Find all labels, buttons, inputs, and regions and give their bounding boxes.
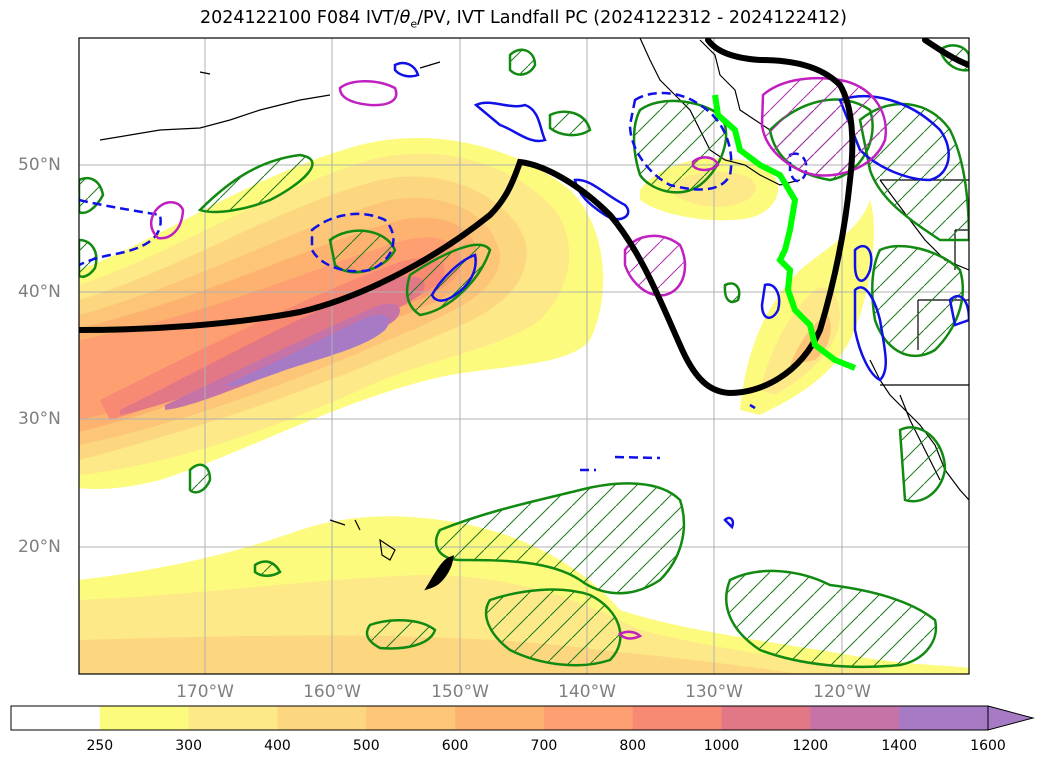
ivt-landfall-line — [712, 94, 857, 371]
lon-label-120w: 120°W — [813, 682, 871, 702]
lon-label-170w: 170°W — [176, 682, 234, 702]
colorbar-tick-label: 250 — [86, 738, 114, 754]
lon-label-140w: 140°W — [558, 682, 616, 702]
magenta-contours — [149, 76, 888, 640]
lat-label-20: 20°N — [18, 537, 61, 557]
colorbar-tick-label: 1000 — [703, 738, 740, 754]
lat-label-50: 50°N — [18, 155, 61, 175]
colorbar-tick-label: 400 — [264, 738, 291, 754]
colorbar-segment — [277, 706, 367, 730]
lon-label-150w: 150°W — [431, 682, 489, 702]
colorbar-tick-label: 700 — [530, 738, 558, 754]
map-area — [79, 38, 969, 674]
map-frame — [78, 37, 970, 675]
colorbar — [11, 706, 989, 730]
colorbar-tick-label: 800 — [619, 738, 647, 754]
colorbar-segment — [899, 706, 989, 730]
blue-contours — [79, 61, 969, 530]
lon-label-160w: 160°W — [303, 682, 361, 702]
colorbar-extend-arrow — [987, 705, 1035, 731]
pv-contours — [79, 38, 969, 591]
chart-title: 2024122100 F084 IVT/θe/PV, IVT Landfall … — [199, 8, 848, 31]
colorbar-segment — [99, 706, 190, 730]
colorbar-tick-label: 500 — [352, 738, 380, 754]
colorbar-tick-label: 1600 — [970, 738, 1006, 754]
colorbar-segment — [810, 706, 900, 730]
colorbar-segment — [721, 706, 811, 730]
colorbar-segment — [366, 706, 456, 730]
colorbar-tick-label: 1200 — [792, 738, 829, 754]
lat-label-30: 30°N — [18, 409, 61, 429]
colorbar-tick-label: 300 — [175, 738, 202, 754]
colorbar-segment — [11, 706, 101, 730]
colorbar-tick-label: 600 — [441, 738, 469, 754]
colorbar-segment — [455, 706, 545, 730]
colorbar-segment — [188, 706, 278, 730]
lat-label-40: 40°N — [18, 282, 61, 302]
colorbar-segment — [543, 706, 634, 730]
colorbar-tick-label: 1400 — [881, 738, 917, 754]
ivt-shading — [79, 137, 604, 490]
lon-label-130w: 130°W — [685, 682, 743, 702]
theta-e-contours — [79, 44, 969, 669]
colorbar-segment — [632, 706, 723, 730]
